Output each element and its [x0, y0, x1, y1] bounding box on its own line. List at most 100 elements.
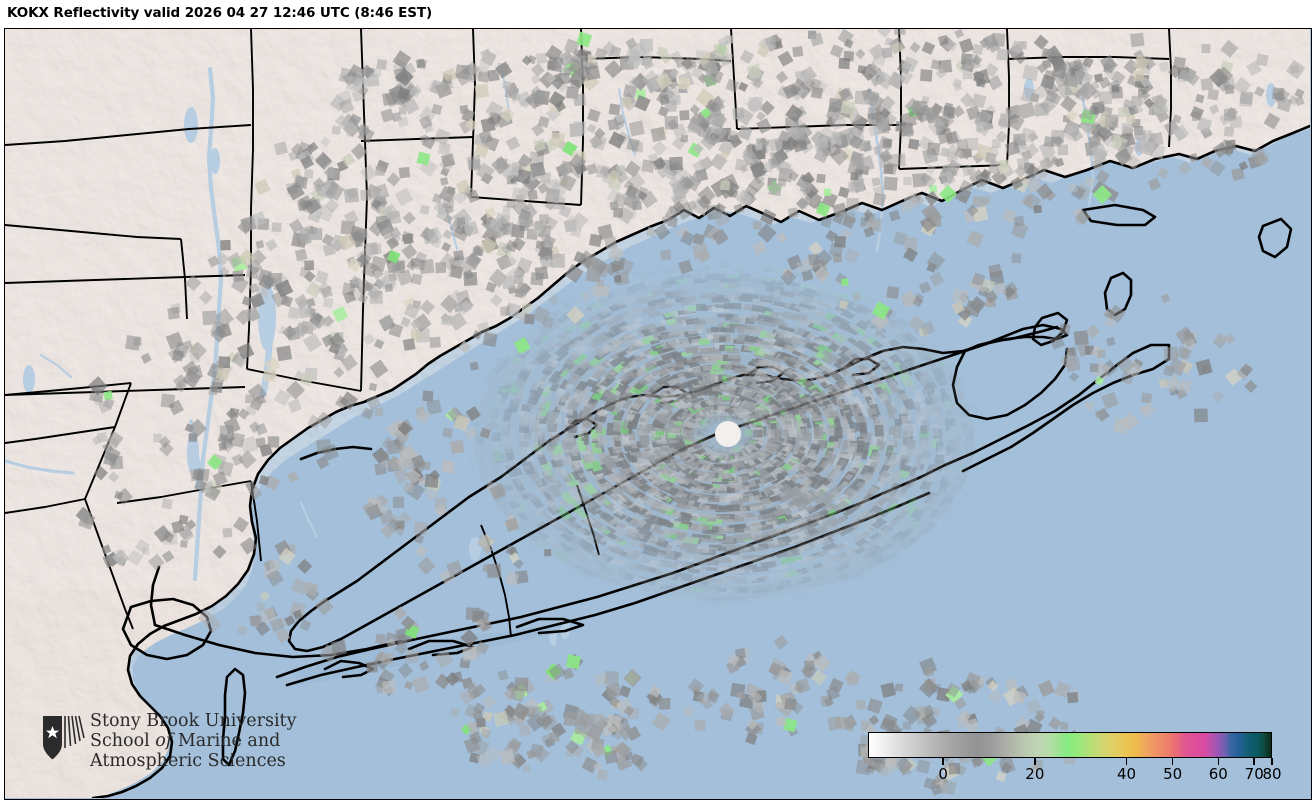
- radar-echo-cell: [370, 243, 382, 255]
- radar-echo-cell: [866, 485, 881, 496]
- radar-echo-cell: [976, 455, 984, 466]
- radar-echo-cell: [540, 232, 552, 244]
- radar-echo-cell: [919, 442, 931, 450]
- radar-echo-cell: [972, 196, 984, 207]
- radar-echo-cell: [909, 466, 919, 477]
- radar-echo-cell: [772, 483, 792, 495]
- radar-echo-cell: [977, 444, 984, 454]
- radar-echo-cell: [628, 120, 645, 137]
- radar-echo-cell: [787, 207, 799, 219]
- radar-echo-cell: [847, 440, 858, 454]
- radar-echo-cell: [788, 503, 802, 512]
- radar-echo-cell: [1121, 123, 1132, 134]
- radar-echo-cell: [991, 32, 1006, 47]
- radar-echo-cell: [923, 543, 935, 551]
- radar-echo-cell: [789, 523, 810, 535]
- radar-echo-cell: [730, 493, 743, 499]
- radar-echo-cell: [921, 521, 939, 535]
- radar-echo-cell: [831, 542, 847, 552]
- radar-echo-cell: [792, 591, 808, 599]
- radar-echo-cell: [937, 446, 945, 455]
- radar-echo-cell: [888, 535, 903, 545]
- radar-echo-cell: [793, 576, 813, 586]
- radar-echo-cell: [767, 604, 785, 613]
- radar-echo-cell: [800, 554, 816, 564]
- radar-echo-cell: [482, 332, 498, 348]
- radar-echo-cell: [304, 169, 314, 179]
- radar-echo-cell: [864, 545, 881, 557]
- radar-echo-cell: [620, 96, 632, 108]
- radar-echo-cell: [586, 267, 601, 283]
- radar-echo-cell: [807, 470, 820, 480]
- radar-echo-cell: [906, 447, 916, 456]
- radar-echo-cell: [982, 417, 993, 429]
- radar-echo-cell: [375, 215, 389, 229]
- radar-echo-cell: [782, 570, 799, 580]
- radar-echo-cell: [850, 451, 864, 462]
- radar-echo-cell: [1022, 64, 1039, 82]
- page-title: KOKX Reflectivity valid 2026 04 27 12:46…: [7, 5, 433, 21]
- radar-echo-cell: [1013, 215, 1025, 227]
- radar-echo-cell: [838, 57, 851, 70]
- radar-echo-cell: [825, 576, 845, 588]
- radar-echo-cell: [862, 540, 878, 551]
- radar-echo-cell: [811, 511, 831, 524]
- radar-echo-cell: [845, 446, 855, 459]
- radar-echo-cell: [932, 459, 946, 472]
- radar-echo-cell: [803, 554, 822, 563]
- radar-echo-cell: [760, 458, 775, 469]
- radar-echo-cell: [864, 504, 884, 519]
- radar-echo-cell: [791, 577, 804, 584]
- radar-echo-cell: [913, 530, 925, 540]
- radar-echo-cell: [880, 524, 893, 534]
- radar-echo-cell: [338, 348, 347, 357]
- radar-echo-cell: [477, 70, 490, 83]
- radar-reflectivity-map[interactable]: [5, 29, 1310, 798]
- radar-echo-cell: [751, 577, 766, 584]
- radar-echo-cell: [774, 571, 789, 579]
- radar-echo-cell: [641, 159, 655, 173]
- radar-echo-cell: [521, 303, 532, 313]
- radar-echo-cell: [763, 516, 780, 527]
- radar-echo-cell: [914, 454, 924, 467]
- radar-echo-cell: [501, 222, 516, 236]
- radar-echo-cell: [921, 439, 928, 447]
- radar-echo-cell: [794, 463, 808, 473]
- radar-echo-cell: [810, 580, 829, 589]
- radar-echo-cell: [749, 520, 767, 528]
- radar-echo-cell: [1134, 128, 1147, 141]
- radar-echo-cell: [789, 518, 809, 530]
- radar-echo-cell: [474, 83, 490, 99]
- radar-echo-cell: [781, 487, 795, 497]
- radar-echo-cell: [943, 454, 953, 466]
- radar-echo-cell: [827, 486, 842, 497]
- radar-echo-cell: [755, 524, 774, 532]
- radar-echo-cell: [871, 177, 881, 187]
- radar-echo-cell: [842, 506, 857, 517]
- radar-echo-cell: [1131, 95, 1142, 106]
- radar-echo-cell: [872, 192, 887, 207]
- radar-echo-cell: [796, 438, 807, 446]
- radar-echo-cell: [871, 514, 884, 524]
- radar-echo-cell: [979, 454, 991, 463]
- radar-echo-cell: [883, 164, 894, 175]
- radar-echo-cell: [734, 251, 750, 257]
- radar-echo-cell: [870, 517, 888, 530]
- radar-echo-cell: [919, 488, 931, 497]
- radar-echo-cell: [795, 567, 809, 576]
- radar-echo-cell: [650, 126, 666, 143]
- radar-echo-cell: [972, 44, 984, 55]
- radar-echo-cell: [463, 271, 478, 287]
- map-frame: [4, 28, 1312, 800]
- radar-echo-cell: [480, 117, 496, 133]
- radar-echo-cell: [866, 554, 888, 568]
- radar-echo-cell: [853, 530, 871, 542]
- radar-echo-cell: [587, 54, 597, 64]
- radar-echo-cell: [900, 519, 918, 534]
- radar-echo-cell: [429, 336, 441, 348]
- radar-echo-cell: [815, 483, 827, 492]
- radar-echo-cell: [846, 491, 861, 502]
- radar-echo-cell: [782, 600, 796, 610]
- radar-echo-cell: [793, 585, 811, 594]
- radar-echo-cell: [766, 466, 785, 478]
